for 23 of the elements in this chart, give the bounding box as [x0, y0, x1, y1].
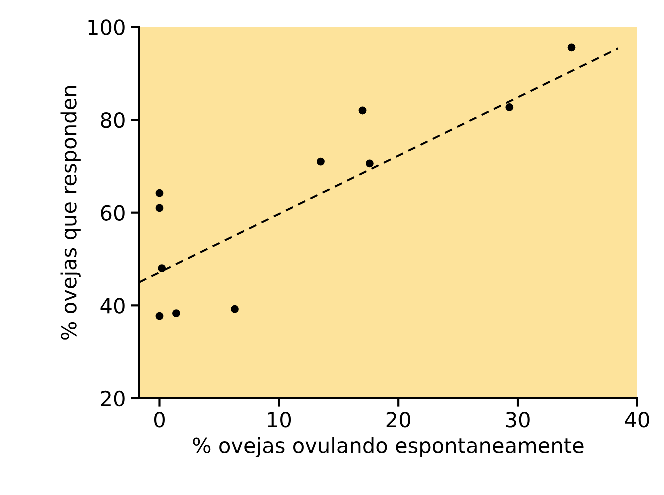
point: [366, 160, 374, 168]
point: [172, 310, 180, 318]
point: [358, 106, 367, 115]
y-axis-title: % ovejas que responden: [60, 86, 81, 340]
x-tick-label: 30: [506, 412, 530, 428]
y-tick-label: 60: [101, 205, 125, 222]
x-axis-title: % ovejas ovulando espontaneamente: [193, 437, 584, 458]
point: [156, 189, 164, 198]
point: [156, 312, 164, 320]
y-tick-label: 20: [101, 390, 125, 407]
point: [231, 305, 239, 314]
point: [506, 104, 514, 112]
x-tick-label: 40: [625, 412, 650, 428]
x-tick-label: 10: [268, 412, 292, 428]
point: [317, 158, 325, 166]
x-tick-label: 20: [386, 412, 410, 428]
y-tick-label: 100: [88, 20, 125, 36]
x-tick-label: 0: [154, 412, 165, 428]
point: [156, 204, 164, 212]
point: [568, 44, 576, 52]
point: [158, 264, 166, 272]
y-tick-label: 80: [101, 112, 125, 128]
y-tick-label: 40: [100, 298, 125, 314]
